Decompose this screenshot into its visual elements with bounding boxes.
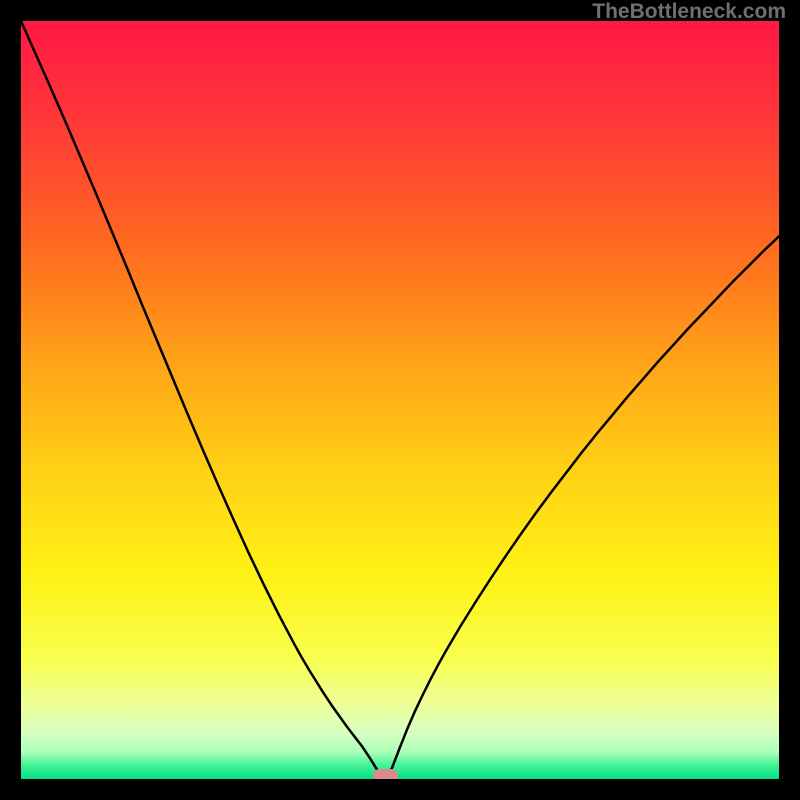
line-chart-svg	[21, 21, 779, 779]
bottleneck-curve	[21, 21, 779, 779]
watermark-text: TheBottleneck.com	[592, 0, 786, 24]
optimal-point-marker	[373, 769, 398, 779]
chart-container: TheBottleneck.com	[0, 0, 800, 800]
plot-area	[21, 21, 779, 779]
